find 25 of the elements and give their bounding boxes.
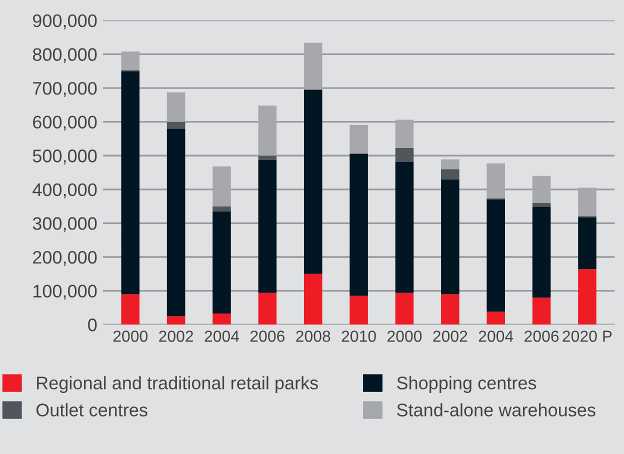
legend-label: Stand-alone warehouses: [397, 403, 596, 416]
legend-label: Regional and traditional retail parks: [37, 376, 318, 393]
x-tick-label: 2004: [478, 330, 514, 342]
x-tick-label: 2002: [433, 330, 468, 342]
y-tick-label: 100,000: [34, 284, 97, 300]
x-tick-label: 2020 P: [562, 330, 612, 342]
y-tick-label: 200,000: [33, 250, 97, 266]
y-tick-label: 900,000: [32, 14, 97, 30]
legend-label: Outlet centres: [36, 403, 148, 416]
x-tick-label: 2000: [388, 330, 422, 342]
x-tick-label: 2008: [296, 330, 330, 342]
x-tick-label: 2000: [113, 330, 148, 342]
legend-label: Shopping centres: [397, 376, 536, 393]
x-tick-label: 2004: [204, 330, 240, 342]
x-tick-label: 2002: [159, 330, 194, 342]
y-tick-label: 800,000: [32, 48, 97, 64]
y-tick-label: 0: [88, 318, 97, 332]
y-tick-label: 600,000: [33, 116, 97, 131]
y-tick-label: 700,000: [33, 82, 97, 97]
x-tick-label: 2006: [250, 330, 284, 342]
y-tick-label: 400,000: [32, 183, 97, 198]
y-tick-label: 300,000: [32, 217, 97, 232]
y-tick-label: 500,000: [32, 150, 97, 164]
x-tick-label: 2010: [342, 330, 376, 342]
x-tick-label: 2006: [524, 330, 559, 342]
